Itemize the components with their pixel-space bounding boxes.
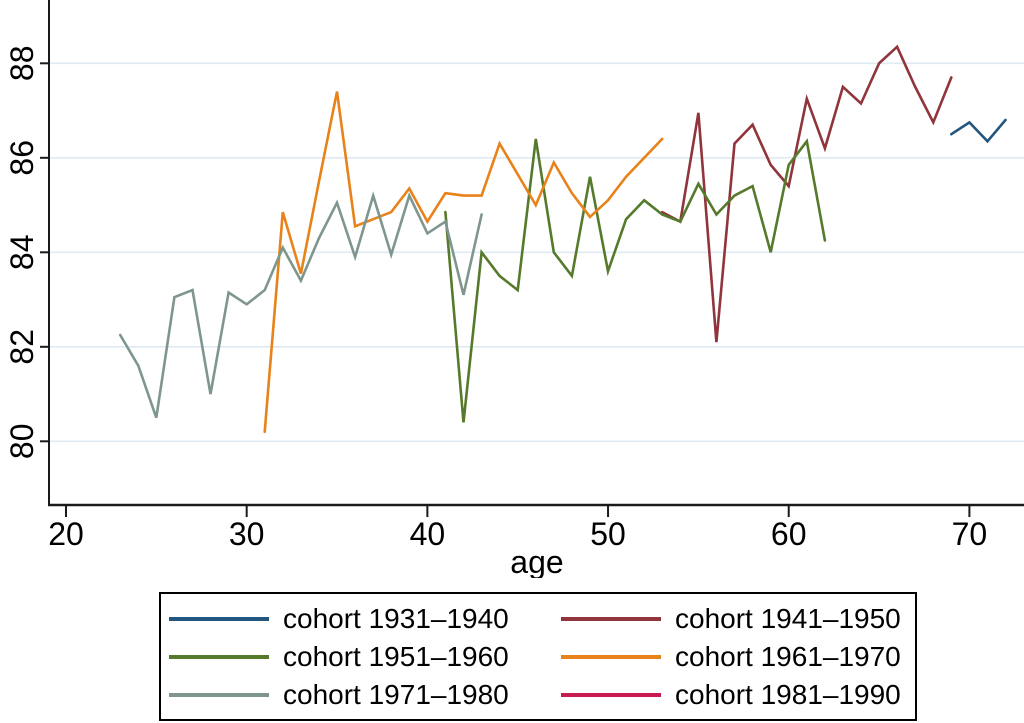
- tick-marks: [40, 62, 971, 517]
- legend-item-label: cohort 1951–1960: [283, 640, 509, 672]
- legend-item-label: cohort 1961–1970: [675, 640, 901, 672]
- series-line: [263, 91, 664, 434]
- svg-text:20: 20: [48, 516, 84, 552]
- svg-text:82: 82: [4, 329, 40, 365]
- legend-item-label: cohort 1931–1940: [283, 602, 509, 634]
- series-line: [444, 138, 827, 423]
- legend-item: cohort 1961–1970: [561, 638, 915, 676]
- legend-item: cohort 1951–1960: [169, 638, 561, 676]
- legend-item: cohort 1931–1940: [169, 600, 561, 638]
- series-line: [660, 44, 953, 343]
- x-axis-title: age: [510, 544, 563, 578]
- series-lines: [118, 44, 1007, 434]
- svg-text:88: 88: [4, 46, 40, 82]
- tick-labels: 80 82 84 86 88 20 30 40 50 60 70: [4, 46, 987, 552]
- legend-item: cohort 1981–1990: [561, 676, 915, 714]
- svg-text:80: 80: [4, 424, 40, 460]
- svg-text:70: 70: [952, 516, 988, 552]
- legend-line-swatch: [169, 654, 269, 659]
- chart-svg: 80 82 84 86 88 20 30 40 50 60 70 age: [4, 0, 1024, 578]
- svg-text:30: 30: [229, 516, 265, 552]
- svg-text:50: 50: [590, 516, 626, 552]
- legend-item: cohort 1941–1950: [561, 600, 915, 638]
- legend-item: cohort 1971–1980: [169, 676, 561, 714]
- svg-text:84: 84: [4, 235, 40, 271]
- svg-text:60: 60: [771, 516, 807, 552]
- legend-item-label: cohort 1941–1950: [675, 602, 901, 634]
- series-line: [949, 118, 1007, 144]
- legend-line-swatch: [561, 654, 661, 659]
- legend-line-swatch: [169, 692, 269, 697]
- svg-text:40: 40: [410, 516, 446, 552]
- svg-text:86: 86: [4, 140, 40, 176]
- series-line: [118, 191, 483, 419]
- legend: cohort 1931–1940 cohort 1941–1950 cohort…: [159, 592, 917, 721]
- legend-line-swatch: [561, 616, 661, 621]
- gridlines: [49, 62, 1024, 443]
- legend-line-swatch: [169, 616, 269, 621]
- legend-item-label: cohort 1971–1980: [283, 678, 509, 710]
- legend-item-label: cohort 1981–1990: [675, 678, 901, 710]
- legend-line-swatch: [561, 692, 661, 697]
